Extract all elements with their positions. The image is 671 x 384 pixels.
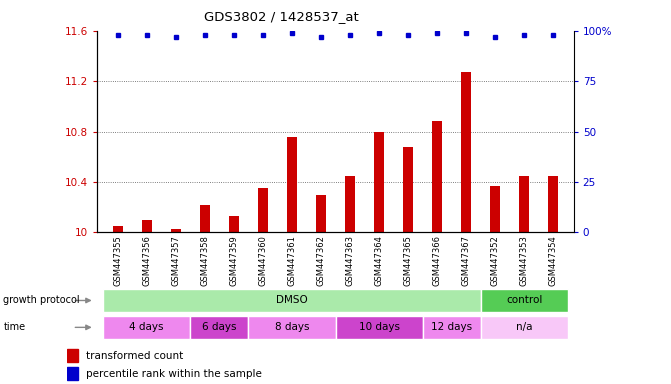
Bar <box>258 188 268 232</box>
Text: 8 days: 8 days <box>274 322 309 333</box>
Bar <box>403 147 413 232</box>
Text: n/a: n/a <box>516 322 533 333</box>
Text: 12 days: 12 days <box>431 322 472 333</box>
Bar <box>103 316 191 339</box>
Bar <box>423 316 480 339</box>
Bar <box>432 121 442 232</box>
Text: percentile rank within the sample: percentile rank within the sample <box>86 369 262 379</box>
Bar <box>142 220 152 232</box>
Bar <box>316 195 326 232</box>
Bar <box>103 289 480 312</box>
Text: growth protocol: growth protocol <box>3 295 80 306</box>
Bar <box>345 175 355 232</box>
Text: 4 days: 4 days <box>130 322 164 333</box>
Bar <box>374 131 384 232</box>
Bar <box>336 316 423 339</box>
Text: control: control <box>506 295 543 306</box>
Text: transformed count: transformed count <box>86 351 183 361</box>
Text: 6 days: 6 days <box>202 322 237 333</box>
Text: time: time <box>3 322 25 333</box>
Bar <box>480 316 568 339</box>
Bar <box>67 349 78 362</box>
Bar <box>67 367 78 380</box>
Bar <box>170 228 180 232</box>
Text: 10 days: 10 days <box>358 322 399 333</box>
Bar <box>113 226 123 232</box>
Text: GDS3802 / 1428537_at: GDS3802 / 1428537_at <box>205 10 359 23</box>
Bar <box>248 316 336 339</box>
Bar <box>229 216 239 232</box>
Text: DMSO: DMSO <box>276 295 308 306</box>
Bar <box>519 175 529 232</box>
Bar <box>548 175 558 232</box>
Bar <box>461 72 471 232</box>
Bar <box>480 289 568 312</box>
Bar <box>287 137 297 232</box>
Bar <box>191 316 248 339</box>
Bar <box>491 186 501 232</box>
Bar <box>200 205 210 232</box>
